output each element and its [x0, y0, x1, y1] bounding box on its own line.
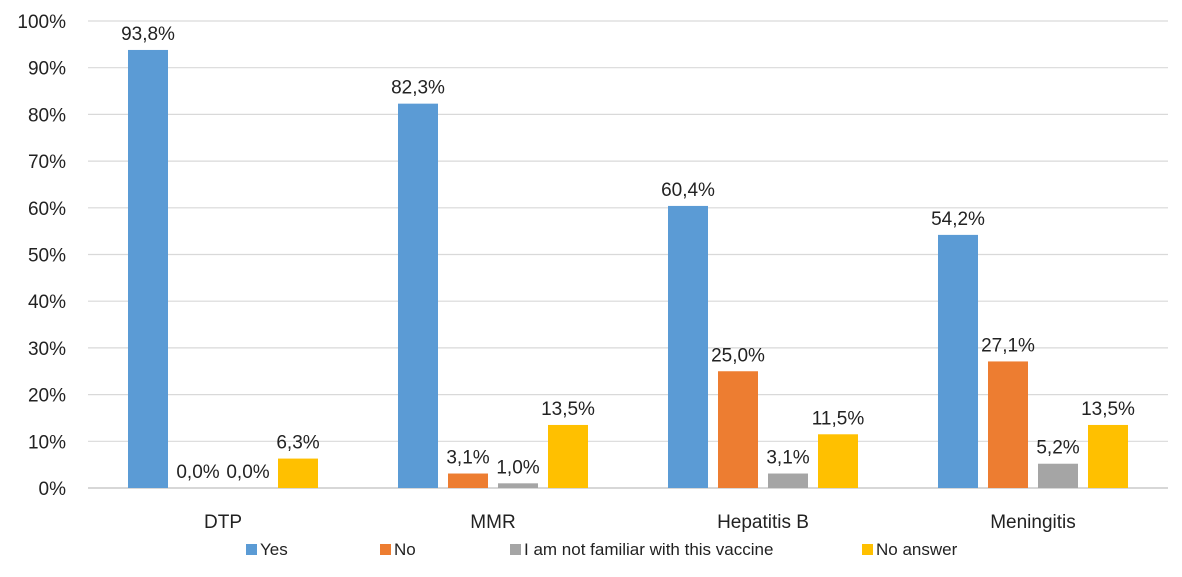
data-label: 13,5%	[1081, 399, 1135, 420]
x-axis-categories: DTP MMR Hepatitis B Meningitis	[204, 512, 1076, 533]
y-axis-ticks: 0% 10% 20% 30% 40% 50% 60% 70% 80% 90% 100%	[17, 12, 66, 500]
bar-no-hepatitis-b	[718, 371, 758, 488]
category-label: MMR	[470, 512, 515, 533]
y-tick-label: 100%	[17, 12, 66, 33]
y-tick-label: 70%	[28, 152, 66, 173]
legend-swatch	[380, 544, 391, 555]
y-tick-label: 80%	[28, 105, 66, 126]
bar-yes-hepatitis-b	[668, 205, 708, 488]
gridlines	[88, 20, 1168, 489]
y-tick-label: 20%	[28, 386, 66, 407]
data-label: 13,5%	[541, 399, 595, 420]
bar-no-answer-dtp	[278, 458, 318, 488]
category-label: Hepatitis B	[717, 512, 809, 533]
legend-swatch	[510, 544, 521, 555]
data-label: 6,3%	[276, 433, 319, 454]
y-tick-label: 90%	[28, 59, 66, 80]
data-label: 1,0%	[496, 457, 539, 478]
data-label: 54,2%	[931, 209, 985, 230]
bars	[128, 49, 1128, 488]
legend-label: I am not familiar with this vaccine	[524, 540, 773, 559]
y-tick-label: 10%	[28, 432, 66, 453]
y-tick-label: 50%	[28, 246, 66, 267]
bar-no-answer-hepatitis-b	[818, 434, 858, 488]
data-label: 11,5%	[812, 408, 865, 429]
data-labels: 93,8% 0,0% 0,0% 6,3% 82,3% 3,1% 1,0% 13,5% 60,4%…	[121, 24, 1135, 483]
category-label: DTP	[204, 512, 242, 533]
bar-i-am-not-familiar-with-this-vaccine-mmr	[498, 483, 538, 488]
bar-yes-mmr	[398, 103, 438, 488]
bar-i-am-not-familiar-with-this-vaccine-hepatitis-b	[768, 473, 808, 488]
data-label: 5,2%	[1036, 438, 1079, 459]
bar-no-answer-mmr	[548, 424, 588, 488]
legend-label: Yes	[260, 540, 288, 559]
data-label: 82,3%	[391, 78, 445, 99]
bar-yes-meningitis	[938, 234, 978, 488]
y-tick-label: 60%	[28, 199, 66, 220]
bar-no-answer-meningitis	[1088, 424, 1128, 488]
y-tick-label: 30%	[28, 339, 66, 360]
bar-i-am-not-familiar-with-this-vaccine-meningitis	[1038, 463, 1078, 488]
data-label: 3,1%	[766, 448, 809, 469]
data-label: 25,0%	[711, 345, 765, 366]
data-label: 27,1%	[981, 335, 1035, 356]
y-tick-label: 40%	[28, 292, 66, 313]
bar-no-meningitis	[988, 361, 1028, 488]
bar-yes-dtp	[128, 49, 168, 488]
data-label: 3,1%	[446, 448, 489, 469]
y-tick-label: 0%	[39, 479, 67, 500]
legend-swatch	[862, 544, 873, 555]
data-label: 93,8%	[121, 24, 175, 45]
legend-label: No answer	[876, 540, 958, 559]
data-label: 60,4%	[661, 180, 715, 201]
data-label: 0,0%	[176, 462, 219, 483]
legend-label: No	[394, 540, 416, 559]
data-label: 0,0%	[226, 462, 269, 483]
legend-swatch	[246, 544, 257, 555]
category-label: Meningitis	[990, 512, 1076, 533]
legend: Yes No I am not familiar with this vaccine…	[246, 540, 958, 559]
bar-no-mmr	[448, 473, 488, 488]
